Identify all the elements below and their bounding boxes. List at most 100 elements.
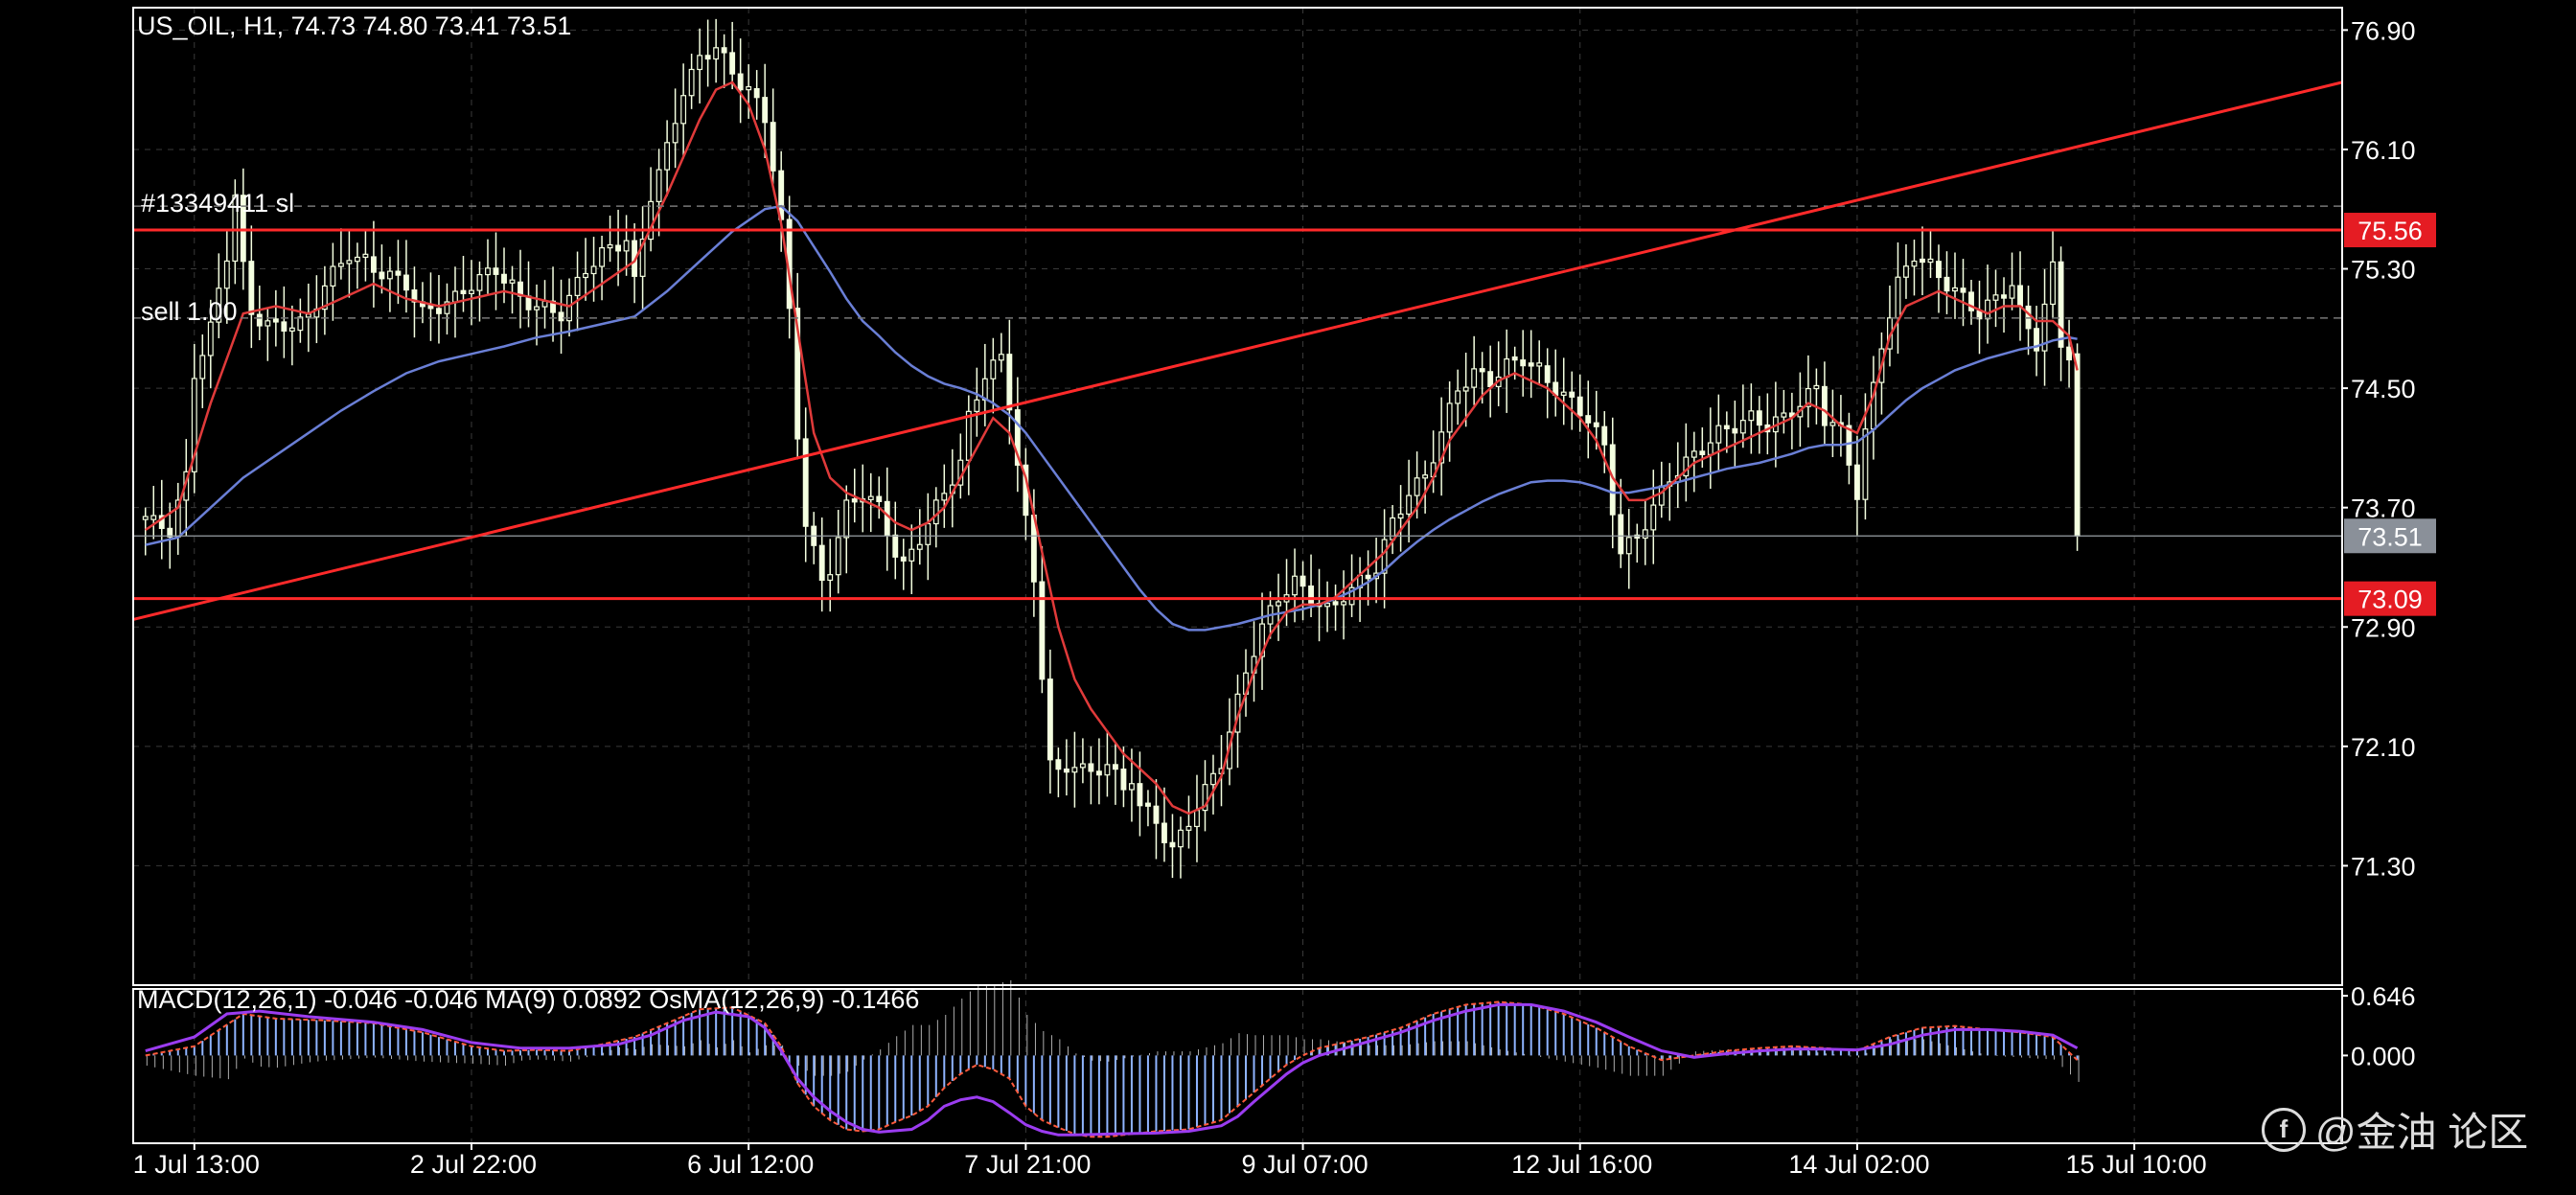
- bear-candle: [1046, 678, 1053, 761]
- close-price: 73.51: [506, 11, 572, 40]
- bear-candle: [558, 311, 564, 322]
- bull-candle: [346, 260, 353, 264]
- macd-axis-label: 0.000: [2351, 1042, 2416, 1070]
- bear-candle: [240, 195, 246, 263]
- bull-candle: [1071, 767, 1078, 773]
- bull-candle: [330, 265, 336, 287]
- bear-candle: [1332, 601, 1339, 606]
- macd-axis-label: 0.646: [2351, 982, 2416, 1011]
- bear-candle: [1585, 415, 1592, 424]
- bull-candle: [216, 287, 222, 323]
- bull-candle: [509, 279, 516, 284]
- open-price: 74.73: [290, 11, 356, 40]
- bull-candle: [574, 276, 581, 296]
- bull-candle: [321, 285, 328, 310]
- bull-candle: [2041, 303, 2048, 352]
- sl-order-label[interactable]: #13349411 sl: [141, 189, 295, 218]
- bull-candle: [998, 354, 1004, 361]
- price-axis-label: 74.50: [2351, 375, 2416, 403]
- bull-candle: [1397, 513, 1404, 519]
- price-lines-layer: [132, 80, 2343, 621]
- support-price-tag-bg: [2344, 581, 2436, 616]
- bull-candle: [680, 95, 687, 125]
- bull-candle: [232, 195, 239, 263]
- bear-candle: [1055, 759, 1062, 770]
- bull-candle: [1259, 623, 1265, 657]
- bear-candle: [281, 321, 288, 333]
- bull-candle: [469, 289, 474, 294]
- bear-candle: [1699, 450, 1706, 455]
- time-axis-label: 1 Jul 13:00: [133, 1150, 260, 1179]
- bull-candle: [1642, 529, 1648, 540]
- bull-candle: [297, 316, 304, 332]
- chart-frame: [132, 7, 2343, 1144]
- bear-candle: [1137, 783, 1143, 807]
- bear-candle: [427, 305, 434, 310]
- bear-candle: [1601, 425, 1608, 446]
- bear-candle: [794, 308, 801, 440]
- bull-candle: [1903, 265, 1909, 278]
- bull-candle: [1446, 402, 1453, 433]
- bull-candle: [1178, 829, 1184, 848]
- bull-candle: [1829, 422, 1836, 426]
- bull-candle: [639, 238, 646, 277]
- bear-candle: [884, 500, 890, 537]
- bear-candle: [729, 52, 736, 75]
- bull-candle: [583, 272, 588, 279]
- bull-candle: [932, 499, 939, 525]
- low-price: 73.41: [434, 11, 500, 40]
- bull-candle: [688, 68, 695, 97]
- bull-candle: [207, 321, 214, 356]
- bull-candle: [1748, 410, 1755, 422]
- symbol-header: US_OIL, H1, 74.73 74.80 73.41 73.51: [137, 11, 572, 40]
- support-price-tag: 73.09: [2358, 586, 2423, 614]
- bull-candle: [1194, 809, 1200, 828]
- high-price: 74.80: [362, 11, 428, 40]
- bull-candle: [288, 327, 295, 333]
- bull-candle: [1276, 601, 1281, 607]
- bull-candle: [1406, 494, 1413, 516]
- bull-candle: [1992, 294, 1999, 301]
- bear-candle: [1723, 425, 1730, 430]
- macd-header: MACD(12,26,1) -0.046 -0.046 MA(9) 0.0892…: [137, 985, 920, 1014]
- macd-signal-line: [145, 1002, 2079, 1137]
- bear-candle: [762, 97, 769, 124]
- bear-candle: [1732, 427, 1738, 434]
- price-tags-layer: 75.56 73.51 73.09: [2344, 213, 2436, 616]
- bear-candle: [1511, 356, 1518, 361]
- bear-candle: [1088, 763, 1094, 772]
- slow-moving-average: [145, 204, 2078, 632]
- bear-candle: [892, 534, 899, 558]
- bull-candle: [746, 85, 752, 91]
- bull-candle: [1292, 575, 1298, 596]
- bear-candle: [876, 495, 883, 503]
- bull-candle: [713, 47, 720, 60]
- sell-order-label[interactable]: sell 1.00: [141, 297, 238, 326]
- bull-candle: [199, 355, 206, 379]
- bull-candle: [534, 306, 540, 310]
- time-axis-label: 14 Jul 02:00: [1788, 1150, 1929, 1179]
- bear-candle: [550, 300, 556, 313]
- bear-candle: [370, 256, 377, 273]
- bull-candle: [1462, 386, 1469, 392]
- bull-candle: [835, 537, 841, 576]
- bull-candle: [1739, 420, 1746, 434]
- bear-candle: [1120, 769, 1127, 791]
- bull-candle: [1683, 456, 1690, 477]
- bear-candle: [1944, 276, 1950, 292]
- bear-candle: [1968, 291, 1974, 311]
- bull-candle: [990, 359, 997, 379]
- bull-candle: [1805, 387, 1811, 407]
- bear-candle: [1756, 410, 1762, 426]
- bear-candle: [615, 244, 622, 252]
- bear-candle: [900, 556, 907, 562]
- bull-candle: [1536, 362, 1543, 367]
- bull-candle: [1862, 428, 1869, 500]
- bull-candle: [1715, 425, 1722, 444]
- bear-candle: [737, 73, 744, 91]
- bear-candle: [1544, 365, 1551, 383]
- bull-candle: [1471, 368, 1478, 388]
- bull-candle: [1952, 287, 1958, 292]
